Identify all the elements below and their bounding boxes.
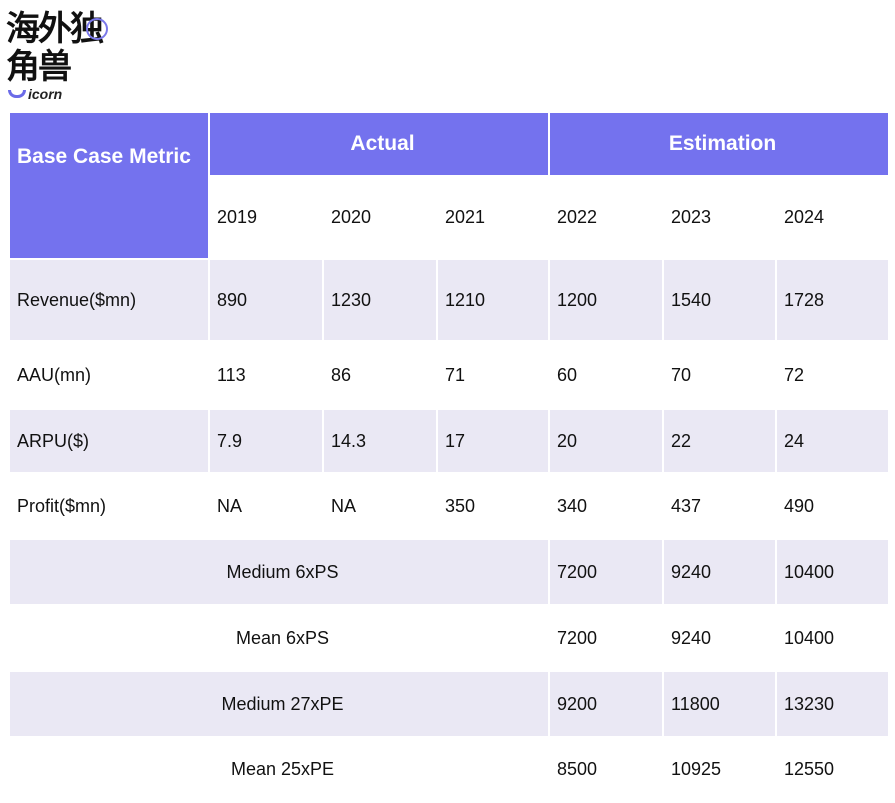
cell: 340 xyxy=(548,472,665,540)
cell: 70 xyxy=(662,340,778,410)
logo-subtitle: icorn xyxy=(28,86,63,102)
cell: 13230 xyxy=(775,670,891,738)
cell: 490 xyxy=(775,472,891,540)
cell: 350 xyxy=(435,472,551,540)
cell: 86 xyxy=(322,340,438,410)
cell: 1540 xyxy=(662,258,778,342)
table-row: Profit($mn) NA NA 350 340 437 490 xyxy=(8,472,891,540)
valuation-label: Mean 25xPE xyxy=(7,736,551,803)
cell: 9200 xyxy=(548,670,665,738)
cell: 20 xyxy=(548,408,665,474)
cell: 22 xyxy=(662,408,778,474)
table-row: Medium 6xPS 7200 9240 10400 xyxy=(7,538,891,606)
cell: 1200 xyxy=(548,258,665,342)
cell: 60 xyxy=(548,340,665,410)
table-row: 2019 2020 2021 2022 2023 2024 xyxy=(9,175,891,260)
table-row: Base Case Metric Actual Estimation xyxy=(8,111,891,260)
cell: 7200 xyxy=(548,604,665,672)
cell: 8500 xyxy=(548,736,665,803)
cell: NA xyxy=(208,472,324,540)
logo-planet xyxy=(86,18,108,40)
logo: 海外独角兽 icorn xyxy=(4,6,114,102)
table-row: Mean 25xPE 8500 10925 12550 xyxy=(7,736,891,803)
cell: 9240 xyxy=(662,604,778,672)
row-label: AAU(mn) xyxy=(8,340,210,410)
cell: 10400 xyxy=(775,538,891,606)
cell: 71 xyxy=(435,340,551,410)
header-year: 2023 xyxy=(662,175,778,260)
valuation-label: Medium 27xPE xyxy=(7,670,551,738)
cell: 437 xyxy=(662,472,778,540)
valuation-label: Mean 6xPS xyxy=(7,604,551,672)
header-year: 2021 xyxy=(435,175,551,260)
cell: 1230 xyxy=(322,258,438,342)
header-year: 2019 xyxy=(208,175,324,260)
cell: NA xyxy=(322,472,438,540)
header-metric: Base Case Metric xyxy=(8,111,210,260)
row-label: ARPU($) xyxy=(8,408,210,474)
cell: 14.3 xyxy=(322,408,438,474)
row-label: Revenue($mn) xyxy=(8,258,210,342)
cell: 7200 xyxy=(548,538,665,606)
table-row: Mean 6xPS 7200 9240 10400 xyxy=(7,604,891,672)
logo-mark xyxy=(8,90,26,98)
cell: 17 xyxy=(435,408,551,474)
metric-table: Base Case Metric Actual Estimation 2019 2020… xyxy=(7,111,891,803)
cell: 1728 xyxy=(775,258,891,342)
header-year: 2022 xyxy=(548,175,665,260)
header-year: 2020 xyxy=(322,175,438,260)
cell: 12550 xyxy=(775,736,891,803)
cell: 9240 xyxy=(662,538,778,606)
cell: 72 xyxy=(775,340,891,410)
cell: 11800 xyxy=(662,670,778,738)
header-group: Actual xyxy=(207,111,551,177)
cell: 10925 xyxy=(662,736,778,803)
table-row: Revenue($mn) 890 1230 1210 1200 1540 1728 xyxy=(8,258,891,342)
cell: 1210 xyxy=(435,258,551,342)
header-group: Estimation xyxy=(548,111,891,177)
cell: 7.9 xyxy=(208,408,324,474)
cell: 113 xyxy=(208,340,324,410)
row-label: Profit($mn) xyxy=(8,472,210,540)
table-row: Medium 27xPE 9200 11800 13230 xyxy=(7,670,891,738)
header-year: 2024 xyxy=(775,175,891,260)
table-row: ARPU($) 7.9 14.3 17 20 22 24 xyxy=(8,408,891,474)
cell: 10400 xyxy=(775,604,891,672)
valuation-label: Medium 6xPS xyxy=(7,538,551,606)
cell: 890 xyxy=(208,258,324,342)
table-row: AAU(mn) 113 86 71 60 70 72 xyxy=(8,340,891,410)
cell: 24 xyxy=(775,408,891,474)
